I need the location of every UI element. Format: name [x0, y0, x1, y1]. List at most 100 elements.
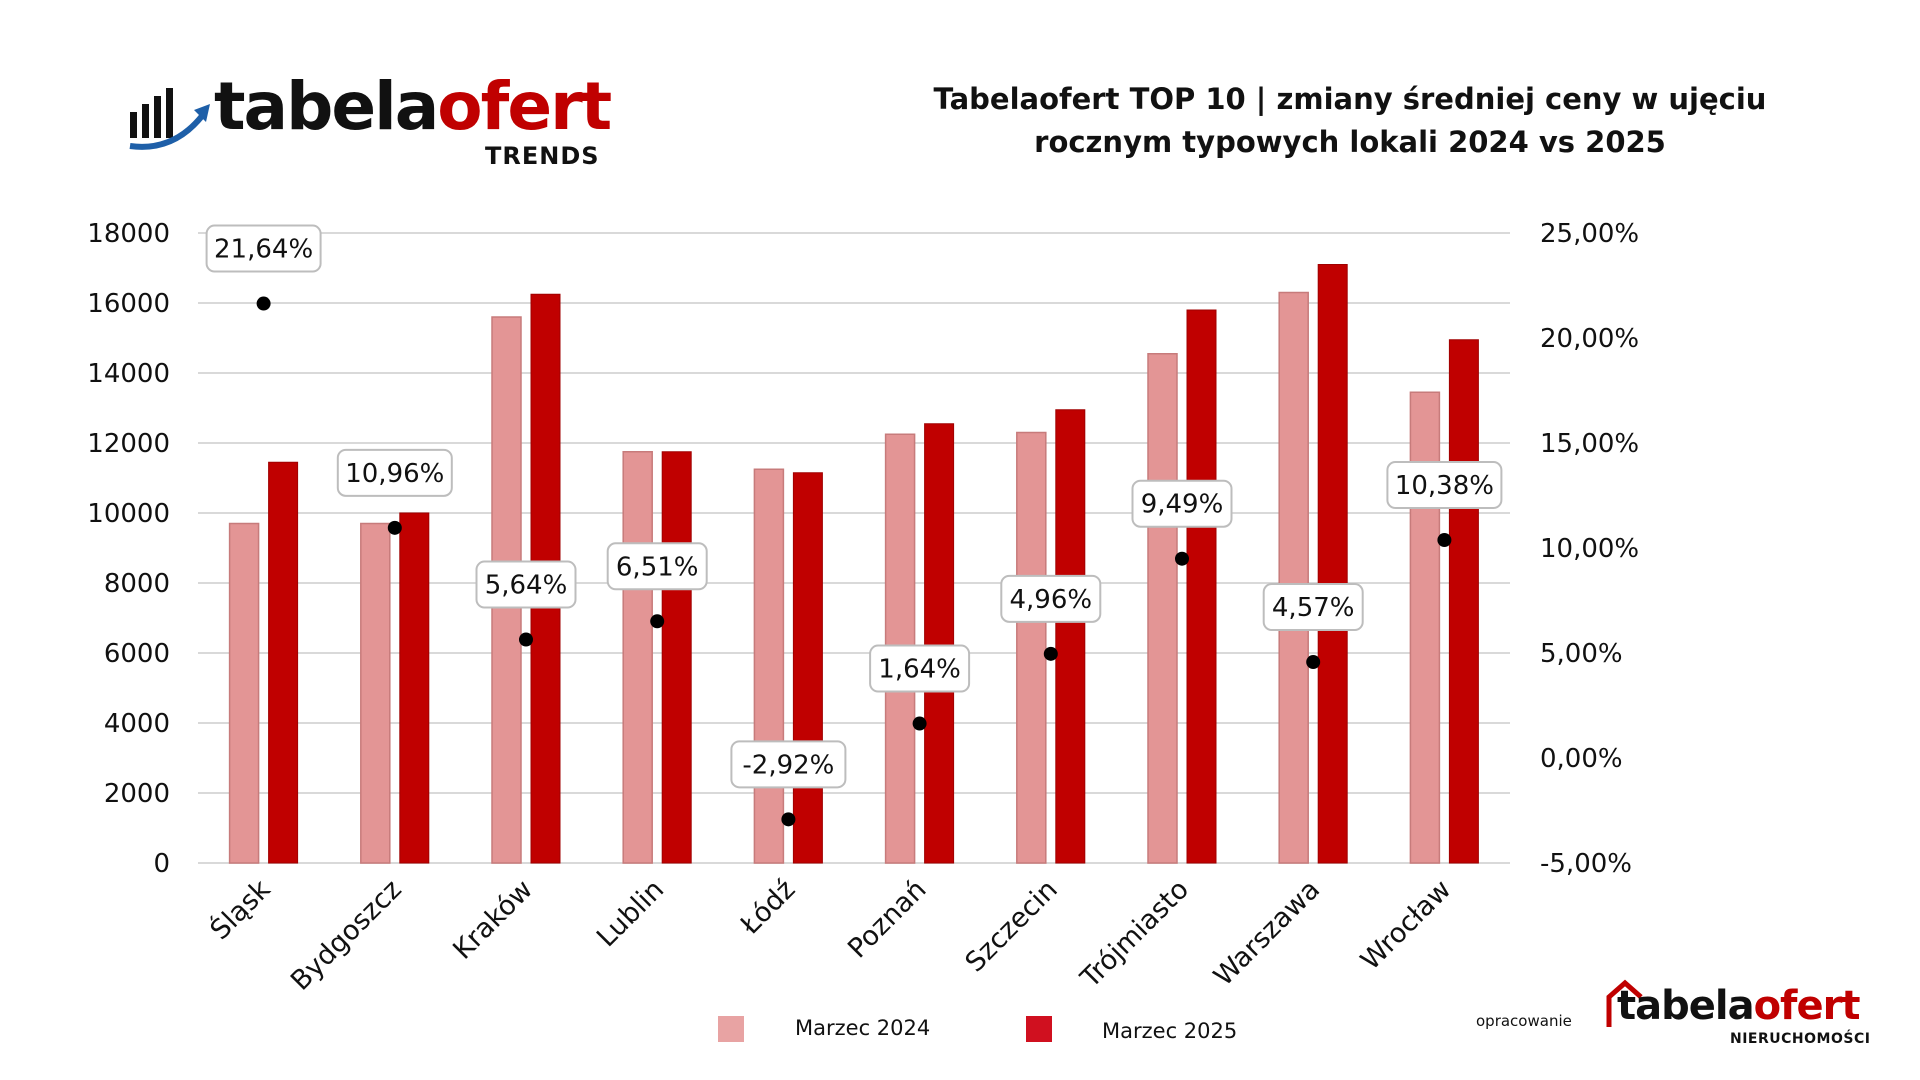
y-right-tick-label: 5,00%: [1540, 639, 1623, 669]
change-point: [519, 632, 533, 647]
bar-marzec-2025: [1448, 339, 1479, 864]
bar-marzec-2025: [924, 423, 955, 864]
footer-logo-wordmark: tabelaofert: [1617, 981, 1861, 1031]
change-point: [1437, 533, 1452, 548]
prepared-by-label: opracowanie: [1476, 1012, 1572, 1030]
change-point: [1306, 655, 1321, 670]
bar-marzec-2025: [661, 451, 692, 864]
y-left-tick-label: 10000: [87, 499, 170, 529]
change-label: 4,96%: [1009, 585, 1092, 615]
y-left-tick-label: 2000: [104, 779, 170, 809]
chart-title-line1: Tabelaofert TOP 10 | zmiany średniej cen…: [933, 82, 1767, 116]
footer-logo-dark: tabela: [1617, 983, 1755, 1029]
bar-marzec-2025: [792, 472, 823, 864]
x-axis-labels: Śląsk Bydgoszcz Kraków Lublin Łódź Poznań Szcz…: [204, 873, 1458, 997]
change-point: [650, 614, 665, 629]
y-axis-left: 0 2000 4000 6000 8000 10000 12000 14000 16000 180…: [87, 219, 170, 879]
change-point: [1043, 646, 1058, 661]
change-label-box: [606, 542, 708, 591]
footer-logo: tabelaofert NIERUCHOMOŚCI: [1605, 975, 1875, 1055]
change-points: 21,64% 10,96% 5,64% 6,51% -2,92% 1,64% 4,96% 9,…: [205, 224, 1503, 827]
y-right-tick-label: 20,00%: [1540, 324, 1639, 354]
x-tick-label: Warszawa: [1208, 874, 1326, 992]
x-tick-label: Bydgoszcz: [285, 874, 408, 997]
bars: [228, 264, 1479, 864]
change-label: 5,64%: [485, 571, 568, 601]
change-label-box: [1386, 461, 1503, 510]
change-label-box: [1000, 574, 1102, 623]
change-label: 9,49%: [1141, 490, 1224, 520]
y-right-tick-label: -5,00%: [1540, 849, 1632, 879]
bar-chart: 0 2000 4000 6000 8000 10000 12000 14000 16000 180…: [87, 219, 1639, 997]
logo-word-dark: tabela: [214, 68, 439, 145]
bar-marzec-2024: [753, 468, 785, 864]
x-tick-label: Łódź: [734, 874, 801, 941]
change-label: 6,51%: [616, 552, 699, 582]
change-label-box: [1131, 479, 1233, 528]
change-label: 10,38%: [1395, 471, 1494, 501]
change-label-box: [869, 644, 971, 693]
y-right-tick-label: 25,00%: [1540, 219, 1639, 249]
x-tick-label: Wrocław: [1355, 874, 1457, 976]
change-label: -2,92%: [742, 750, 834, 780]
bar-marzec-2025: [1055, 409, 1086, 864]
logo-word-red: ofert: [437, 68, 612, 145]
bar-marzec-2024: [360, 522, 391, 864]
x-tick-label: Lublin: [591, 874, 670, 953]
chart-growth-icon: [129, 88, 210, 150]
y-right-tick-label: 0,00%: [1540, 744, 1623, 774]
bar-marzec-2025: [1317, 264, 1348, 864]
change-point: [1175, 551, 1189, 566]
chart-title-line2: rocznym typowych lokali 2024 vs 2025: [1034, 125, 1666, 159]
bar-marzec-2024: [1016, 431, 1047, 864]
change-point: [387, 520, 402, 535]
y-left-tick-label: 8000: [104, 569, 170, 599]
x-tick-label: Szczecin: [960, 874, 1064, 978]
bar-marzec-2025: [268, 461, 299, 864]
y-right-tick-label: 15,00%: [1540, 429, 1639, 459]
y-left-tick-label: 12000: [87, 429, 170, 459]
x-tick-label: Poznań: [842, 874, 932, 964]
legend-swatch-2025: [1026, 1016, 1052, 1042]
footer-logo-red: ofert: [1753, 983, 1861, 1029]
footer-logo-subtitle: NIERUCHOMOŚCI: [1730, 1031, 1871, 1047]
change-label-box: [730, 740, 847, 789]
bar-marzec-2025: [399, 512, 430, 864]
y-left-tick-label: 18000: [87, 219, 170, 249]
x-tick-label: Kraków: [447, 874, 539, 966]
logo-subtitle: TRENDS: [485, 142, 600, 170]
bar-marzec-2024: [1147, 353, 1178, 864]
y-left-tick-label: 16000: [87, 289, 170, 319]
x-tick-label: Trójmiasto: [1074, 874, 1195, 995]
chart-title: Tabelaofert TOP 10 | zmiany średniej cen…: [900, 78, 1800, 164]
change-label-box: [475, 560, 577, 609]
house-icon: [1606, 979, 1643, 1027]
x-tick-label: Śląsk: [204, 873, 277, 946]
y-left-tick-label: 0: [153, 849, 170, 879]
change-label-box: [336, 448, 453, 497]
y-left-tick-label: 4000: [104, 709, 170, 739]
brand-logo: tabelaofert TRENDS: [128, 68, 612, 178]
y-left-tick-label: 6000: [104, 639, 170, 669]
legend-label-2024: Marzec 2024: [795, 1016, 931, 1040]
change-label-box: [1262, 583, 1364, 632]
change-point: [781, 812, 796, 827]
bar-marzec-2025: [1186, 309, 1217, 864]
change-point: [912, 716, 927, 731]
bar-marzec-2024: [622, 451, 653, 864]
change-label: 21,64%: [214, 235, 313, 265]
change-point: [256, 296, 271, 311]
legend-label-2025: Marzec 2025: [1102, 1019, 1238, 1043]
y-right-tick-label: 10,00%: [1540, 534, 1639, 564]
bar-marzec-2024: [1278, 291, 1309, 864]
legend-swatch-2024: [718, 1016, 744, 1042]
change-label: 10,96%: [345, 459, 444, 489]
logo-wordmark: tabelaofert: [214, 62, 612, 152]
change-label: 4,57%: [1272, 593, 1355, 623]
gridlines: [198, 232, 1510, 864]
y-left-tick-label: 14000: [87, 359, 170, 389]
change-label: 1,64%: [878, 655, 961, 685]
change-label-box: [205, 224, 322, 273]
y-axis-right: -5,00% 0,00% 5,00% 10,00% 15,00% 20,00% 25,00%: [1540, 219, 1639, 879]
bar-marzec-2024: [228, 522, 260, 864]
